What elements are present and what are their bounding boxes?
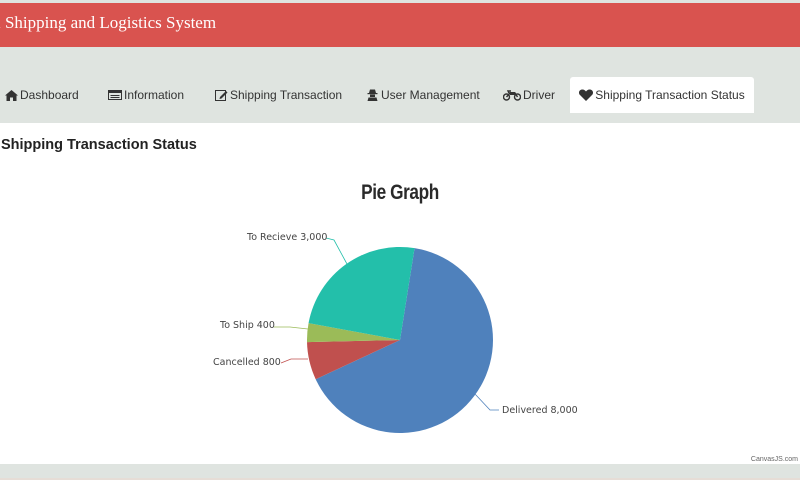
label-cancelled: Cancelled 800 <box>213 357 281 368</box>
heart-icon <box>579 89 594 101</box>
tab-label: Dashboard <box>20 88 79 102</box>
tab-label: Shipping Transaction <box>230 88 343 102</box>
connector-to-ship <box>274 326 309 330</box>
app-header: l Shipping and Logistics System <box>0 3 800 47</box>
card-icon <box>108 89 122 101</box>
pie-slice-cancelled[interactable] <box>307 340 400 380</box>
main-content: Shipping Transaction Status Pie Graph De… <box>0 123 800 464</box>
tab-label: User Management <box>381 88 480 102</box>
tab-label: Shipping Transaction Status <box>595 88 745 102</box>
pie-slice-to-ship[interactable] <box>306 323 400 343</box>
footer <box>0 464 800 478</box>
label-delivered: Delivered 8,000 <box>502 405 578 416</box>
connector-to-recieve <box>325 237 348 265</box>
canvasjs-credit[interactable]: CanvasJS.com <box>750 456 798 463</box>
tab-user-management[interactable]: User Management <box>365 77 480 113</box>
edit-icon <box>214 89 228 101</box>
tab-label: Information <box>124 88 185 102</box>
tab-dashboard[interactable]: Dashboard <box>4 77 79 113</box>
tab-shipping-transaction-status[interactable]: Shipping Transaction Status <box>570 77 754 113</box>
connector-cancelled <box>280 358 308 364</box>
page-title: Shipping Transaction Status <box>1 137 197 153</box>
label-to-recieve: To Recieve 3,000 <box>247 232 328 243</box>
label-to-ship: To Ship 400 <box>220 320 275 331</box>
tab-driver[interactable]: Driver <box>503 77 555 113</box>
home-icon <box>4 89 18 101</box>
connector-delivered <box>474 393 499 411</box>
chart-title: Pie Graph <box>361 181 439 204</box>
user-secret-icon <box>365 89 379 101</box>
top-strip <box>0 0 800 3</box>
tab-information[interactable]: Information <box>108 77 184 113</box>
tab-label: Driver <box>523 88 555 102</box>
nav-tabs: Dashboard Information Shipping Transacti… <box>0 47 800 123</box>
pie-slice-delivered[interactable] <box>315 248 493 433</box>
tab-shipping-transaction[interactable]: Shipping Transaction <box>214 77 342 113</box>
pie-slice-to-recieve[interactable] <box>308 246 415 340</box>
footer-line <box>0 478 800 480</box>
motorcycle-icon <box>503 89 521 101</box>
app-title: l Shipping and Logistics System <box>0 13 217 32</box>
pie-chart <box>274 237 499 433</box>
